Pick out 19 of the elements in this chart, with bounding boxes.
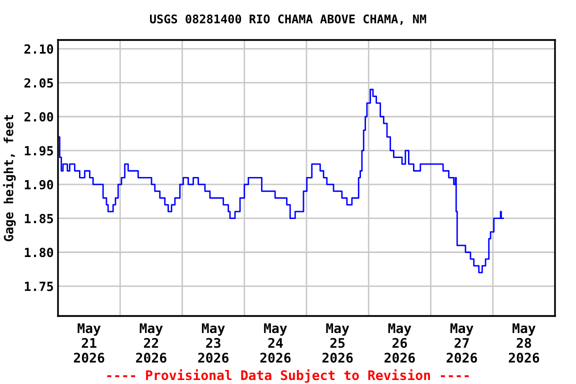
x-tick-label: May 23 2026 [198, 323, 228, 363]
x-tick-label: May 22 2026 [136, 323, 166, 363]
y-tick-label: 2.05 [24, 78, 53, 88]
y-tick-label: 1.85 [24, 214, 53, 224]
y-tick-label: 2.10 [24, 44, 54, 54]
y-tick-label: 2.00 [24, 112, 54, 122]
x-tick-label: May 24 2026 [260, 323, 291, 363]
x-tick-label: May 28 2026 [508, 323, 540, 363]
y-tick-label: 1.90 [24, 180, 54, 190]
y-tick-label: 1.95 [24, 146, 53, 156]
y-tick-label: 1.75 [24, 282, 53, 292]
x-tick-label: May 26 2026 [384, 323, 415, 363]
chart-title: USGS 08281400 RIO CHAMA ABOVE CHAMA, NM [150, 14, 426, 25]
x-tick-label: May 27 2026 [446, 323, 477, 363]
y-tick-label: 1.80 [24, 248, 54, 258]
x-tick-label: May 21 2026 [74, 323, 104, 363]
y-axis-title: Gage height, feet [2, 115, 16, 242]
text: ---- Provisional Data Subject to Revision ---- [107, 369, 469, 383]
x-tick-label: May 25 2026 [322, 323, 353, 363]
